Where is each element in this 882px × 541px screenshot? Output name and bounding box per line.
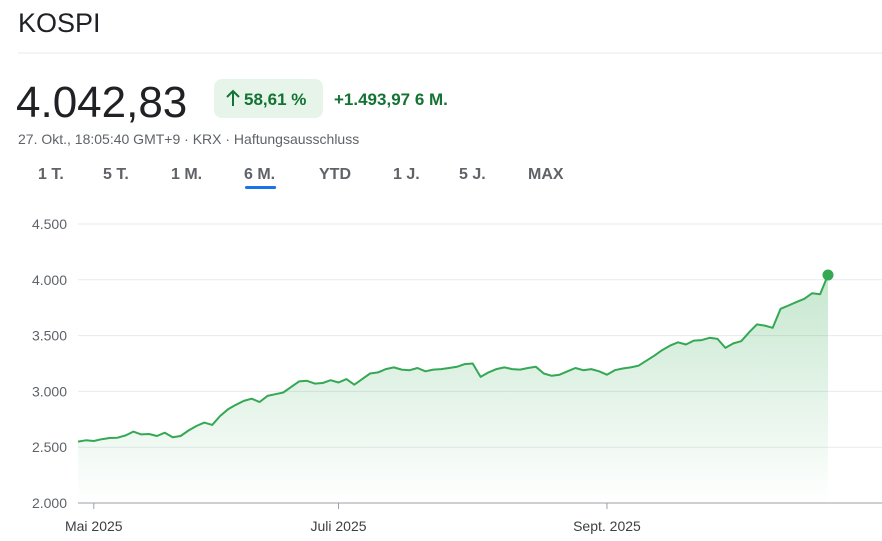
tab[interactable]: YTD bbox=[319, 166, 351, 183]
tab[interactable]: MAX bbox=[528, 166, 564, 183]
meta: 27. Okt., 18:05:40 GMT+9 · KRX · Haftung… bbox=[18, 131, 359, 147]
tab[interactable]: 1 J. bbox=[393, 166, 420, 183]
x-tick-label: Sept. 2025 bbox=[573, 518, 641, 534]
title: KOSPI bbox=[18, 8, 101, 38]
tab[interactable]: 5 T. bbox=[103, 166, 129, 183]
tab-indicator bbox=[245, 186, 277, 189]
price: 4.042,83 bbox=[16, 78, 187, 127]
y-tick-label: 3.000 bbox=[32, 383, 67, 399]
area-fill bbox=[78, 275, 828, 503]
change-percent: 58,61 % bbox=[244, 90, 306, 109]
y-tick-label: 4.500 bbox=[32, 216, 67, 232]
chart: 2.000 2.500 3.000 3.500 4.000 4.500 Mai 2025 Ju… bbox=[32, 216, 882, 534]
y-tick-label: 2.500 bbox=[32, 439, 67, 455]
x-tick-label: Juli 2025 bbox=[311, 518, 367, 534]
tab[interactable]: 1 T. bbox=[38, 166, 64, 183]
price-line bbox=[77, 274, 829, 443]
y-tick-label: 4.000 bbox=[32, 272, 67, 288]
y-tick-label: 2.000 bbox=[32, 495, 67, 511]
up-arrow bbox=[226, 89, 240, 106]
tabs: 1 T. 5 T. 1 M. 6 M. YTD 1 J. 5 J. MAX bbox=[38, 166, 564, 189]
last-point bbox=[822, 269, 834, 281]
change-absolute: +1.493,97 6 M. bbox=[334, 90, 448, 109]
x-tick-label: Mai 2025 bbox=[65, 518, 123, 534]
y-tick-label: 3.500 bbox=[32, 328, 67, 344]
tab[interactable]: 6 M. bbox=[244, 166, 275, 183]
tab[interactable]: 5 J. bbox=[459, 166, 486, 183]
change-badge bbox=[214, 79, 323, 118]
tab[interactable]: 1 M. bbox=[171, 166, 202, 183]
